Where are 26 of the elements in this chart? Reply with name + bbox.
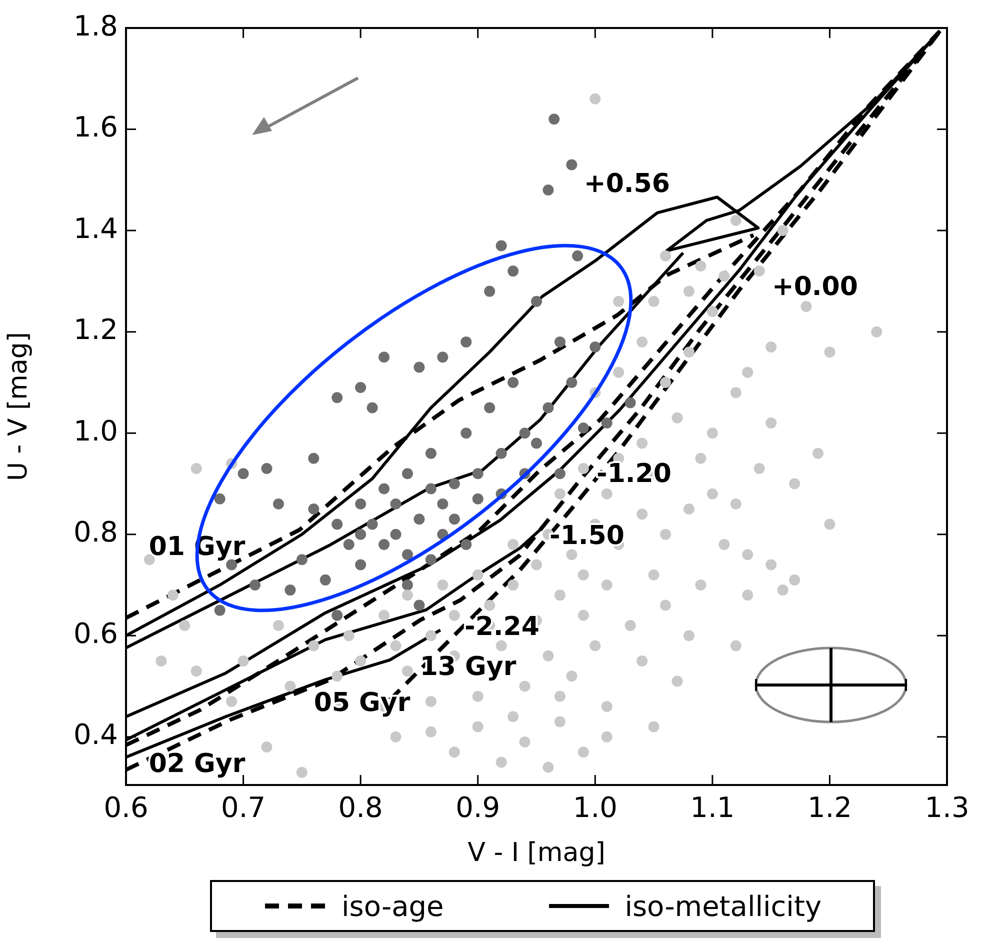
x-tick-label: 1.2	[807, 791, 852, 824]
y-tick-label: 1.6	[73, 110, 118, 144]
annotation: -2.24	[464, 612, 540, 642]
x-tick-label: 0.8	[338, 791, 383, 824]
annotation: -1.50	[550, 520, 624, 551]
y-tick-label: 0.4	[73, 718, 118, 752]
y-tick-label: 1.0	[73, 414, 118, 448]
y-axis-title: U - V [mag]	[3, 332, 34, 482]
y-tick-label: 0.6	[73, 616, 118, 650]
x-tick-label: 0.9	[456, 791, 500, 824]
y-tick-label: 1.4	[73, 212, 118, 245]
x-tick-label: 0.7	[221, 791, 266, 824]
x-axis-title: V - I [mag]	[468, 838, 606, 868]
annotation: 05 Gyr	[314, 688, 410, 718]
y-tick-label: 0.8	[73, 516, 118, 549]
annotation: +0.56	[584, 168, 670, 199]
legend-label: iso-age	[341, 890, 444, 922]
x-tick-label: 1.0	[572, 791, 618, 824]
annotation: +0.00	[772, 272, 858, 302]
annotation: -1.20	[596, 458, 672, 489]
x-tick-label: 0.6	[104, 791, 148, 824]
y-tick-label: 1.8	[73, 9, 118, 42]
x-tick-label: 1.1	[690, 791, 735, 824]
y-tick-label: 1.2	[73, 313, 118, 346]
x-tick-label: 1.3	[924, 791, 970, 824]
legend-label: iso-metallicity	[624, 890, 822, 922]
